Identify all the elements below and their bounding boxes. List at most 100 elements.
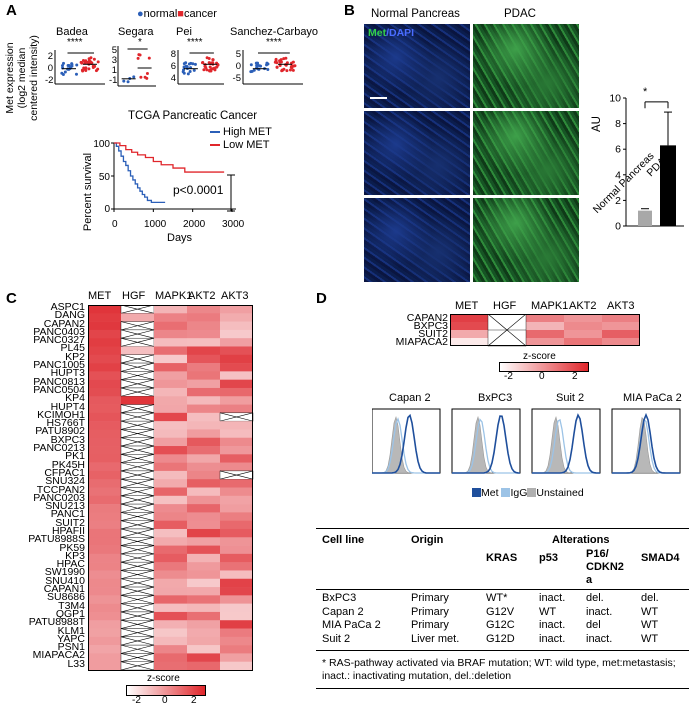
- dapi-stain-label: /DAPI: [386, 27, 415, 39]
- heatmap-cell: [187, 562, 220, 571]
- bar-y-tick-label: 0: [615, 221, 621, 233]
- panel-a: ●normal■cancer Met expression (log2 medi…: [0, 0, 340, 285]
- heatmap-cell: [220, 371, 253, 380]
- cancer-point: [136, 56, 140, 60]
- cancer-point: [288, 68, 292, 72]
- dataset-title-segara: Segara: [118, 26, 154, 38]
- heatmap-cell: [220, 462, 253, 472]
- heatmap-column-label: AKT3: [221, 290, 249, 302]
- normal-point: [61, 61, 65, 65]
- cancer-point: [211, 58, 215, 62]
- heatmap-cell: [220, 305, 253, 314]
- km-ylabel: Percent survival: [82, 152, 94, 232]
- heatmap-cell: [88, 404, 121, 414]
- table-cell-smad4: WT: [641, 619, 659, 631]
- table-cell-p53: inact.: [539, 619, 566, 631]
- heatmap-row-label: PANC1: [50, 508, 85, 521]
- flow-title-mia: MIA PaCa 2: [623, 392, 682, 404]
- met-stain-label: Met: [368, 27, 387, 39]
- hgf-cross: [120, 404, 155, 414]
- heatmap-cell: [220, 321, 253, 331]
- heatmap-row-label: PANC0403: [33, 325, 85, 338]
- normal-point: [256, 61, 260, 65]
- heatmap-row-label: CFPAC1: [44, 466, 85, 479]
- heatmap-cell: [220, 429, 253, 439]
- ytick: 1: [111, 65, 117, 76]
- heatmap-cell: [154, 387, 187, 397]
- heatmap-cell: [187, 329, 220, 339]
- heatmap-d-column-label: HGF: [493, 300, 517, 312]
- hgf-cross: [120, 420, 155, 430]
- ytick: -5: [232, 73, 241, 84]
- heatmap-cell: [154, 595, 187, 604]
- bar-y-tick-label: 10: [609, 93, 621, 105]
- heatmap-row-label: PANC0504: [33, 383, 85, 396]
- heatmap-cell: [88, 487, 121, 497]
- heatmap-d-column-label: AKT2: [569, 300, 597, 312]
- quant-bar-chart: 10 8 6 4 2 0: [609, 93, 684, 233]
- heatmap-row-label: PANC0813: [33, 375, 85, 388]
- hgf-cross: [120, 503, 155, 513]
- heatmap-cell: [88, 379, 121, 389]
- th-smad4: SMAD4: [641, 552, 680, 564]
- heatmap-cell: [187, 570, 220, 580]
- normal-pancreas-micrograph: [364, 198, 470, 282]
- heatmap-cell: [220, 587, 253, 596]
- cancer-point: [274, 57, 278, 61]
- high-met-legend-label: High MET: [223, 126, 272, 138]
- heatmap-cell: [187, 363, 220, 372]
- heatmap-cell: [220, 329, 253, 339]
- heatmap-cell: [88, 562, 121, 571]
- hgf-cross: [120, 586, 155, 596]
- heatmap-row-label: PATU8902: [35, 425, 85, 438]
- sig-segara: *: [138, 37, 142, 48]
- heatmap-cell: [220, 661, 253, 671]
- cancer-point: [278, 59, 282, 63]
- heatmap-d-cell: [450, 330, 488, 338]
- normal-point: [252, 68, 256, 72]
- heatmap-row-label: HUPT3: [50, 367, 85, 380]
- heatmap-cell: [187, 620, 220, 629]
- zscore-tick: 2: [191, 695, 197, 706]
- heatmap-cell: [220, 620, 253, 629]
- heatmap-cell: [154, 437, 187, 447]
- km-xtick-1000: 1000: [144, 219, 167, 230]
- heatmap-cell: [88, 545, 121, 555]
- heatmap-cell: [88, 313, 121, 322]
- hgf-cross: [120, 553, 155, 563]
- low-met-legend-line: [210, 144, 220, 147]
- hgf-cross: [120, 512, 155, 521]
- heatmap-cell: [220, 354, 253, 364]
- hgf-cross: [120, 462, 155, 472]
- heatmap-cell: [154, 495, 187, 505]
- heatmap-cell: [154, 305, 187, 314]
- col-title-normal: Normal Pancreas: [371, 8, 460, 20]
- th-p16: P16/ CDKN2 a: [586, 548, 624, 586]
- heatmap-cell: [88, 462, 121, 472]
- heatmap-d-cell: [602, 322, 640, 330]
- heatmap-cell: [88, 661, 121, 671]
- heatmap-row-label: SNU410: [45, 574, 85, 587]
- cancer-legend-marker: ■: [177, 8, 184, 20]
- hgf-cross: [120, 321, 155, 331]
- heatmap-cell: [187, 371, 220, 380]
- km-ytick-0: 0: [104, 204, 110, 215]
- heatmap-cell: [88, 603, 121, 613]
- heatmap-cell: [220, 313, 253, 322]
- panel-label-c: C: [6, 290, 17, 307]
- heatmap-column-label: HGF: [122, 290, 146, 302]
- heatmap-d-cell: [564, 330, 602, 338]
- normal-point: [132, 75, 136, 79]
- heatmap-cell: [154, 553, 187, 563]
- normal-point: [249, 63, 253, 67]
- heatmap-c: [88, 305, 254, 671]
- dataset-title-sanchez: Sanchez-Carbayo: [230, 26, 319, 38]
- heatmap-d-cell: [564, 338, 602, 346]
- normal-point: [75, 63, 79, 67]
- heatmap-d-column-label: AKT3: [607, 300, 635, 312]
- heatmap-cell: [88, 412, 121, 422]
- heatmap-cell: [154, 363, 187, 372]
- heatmap-cell: [121, 346, 154, 356]
- heatmap-cell: [154, 354, 187, 364]
- cancer-point: [204, 66, 208, 70]
